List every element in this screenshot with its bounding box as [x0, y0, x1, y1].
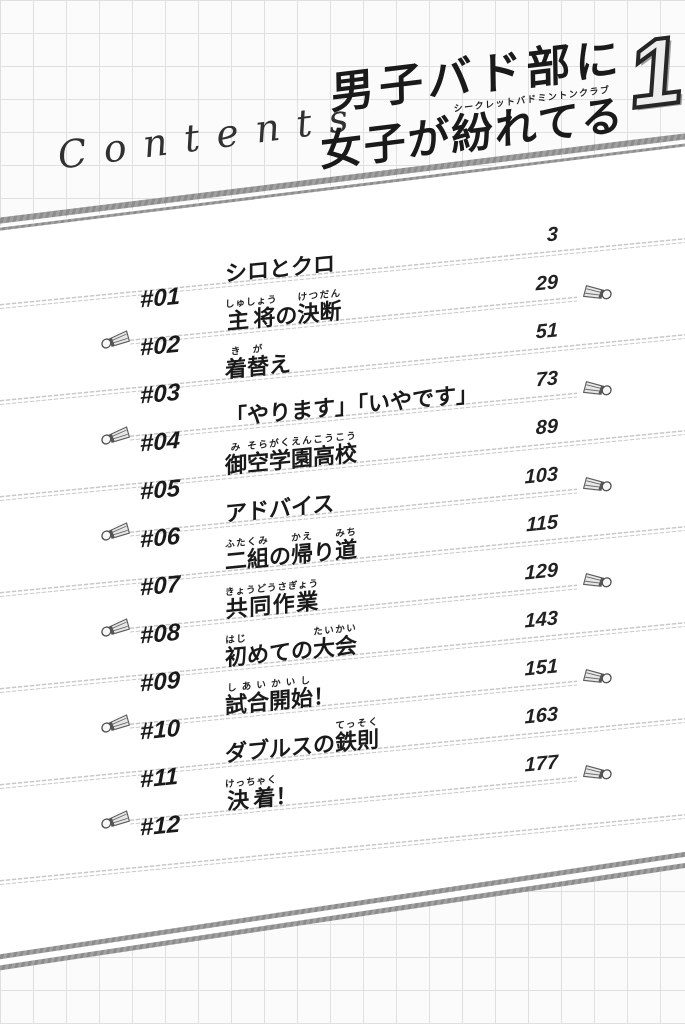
page-number: 129	[524, 559, 558, 585]
page-number: 143	[524, 607, 558, 633]
shuttlecock-right-icon	[582, 379, 614, 398]
chapter-number: #12	[140, 810, 181, 842]
toc-list: #01 シロとクロ 3 #02 主将しゅしょうの決断けつだん 29	[0, 163, 685, 885]
toc-entry: #08 共同作業きょうどうさぎょう 129	[0, 559, 685, 688]
chapter-number: #11	[140, 762, 179, 794]
page-number: 29	[535, 271, 558, 296]
shuttlecock-right-icon	[582, 283, 614, 302]
page-number: 115	[526, 511, 558, 537]
page-number: 163	[524, 703, 558, 729]
toc-entry: #06 アドバイス 103	[0, 463, 685, 592]
chapter-number: #01	[140, 282, 181, 314]
page-number: 103	[524, 463, 558, 489]
toc-entry: #12 決着けっちゃく！ 177	[0, 751, 685, 880]
shuttlecock-left-icon	[99, 712, 131, 737]
page-number: 151	[524, 655, 558, 681]
chapter-number: #10	[140, 714, 181, 746]
page-number: 3	[546, 223, 558, 247]
shuttlecock-right-icon	[582, 763, 614, 782]
toc-entry: #02 主将しゅしょうの決断けつだん 29	[0, 271, 685, 400]
chapter-number: #03	[140, 378, 181, 410]
shuttlecock-left-icon	[99, 808, 131, 833]
shuttlecock-left-icon	[99, 520, 131, 545]
volume-number: 1	[621, 15, 685, 131]
chapter-number: #05	[140, 474, 181, 506]
shuttlecock-left-icon	[99, 424, 131, 449]
shuttlecock-right-icon	[582, 667, 614, 686]
chapter-title: 着き替がえ	[225, 343, 292, 383]
chapter-title: シロとクロ	[225, 250, 336, 287]
page-number: 73	[535, 367, 558, 392]
chapter-number: #09	[140, 666, 181, 698]
page-number: 89	[535, 415, 558, 440]
chapter-number: #04	[140, 426, 181, 458]
chapter-number: #02	[140, 330, 181, 362]
chapter-number: #08	[140, 618, 181, 650]
chapter-title: 決着けっちゃく！	[225, 774, 298, 815]
page-number: 51	[535, 319, 558, 344]
toc-entry: #04 「やります」「いやです」 73	[0, 367, 685, 496]
shuttlecock-left-icon	[99, 616, 131, 641]
chapter-number: #07	[140, 570, 181, 602]
shuttlecock-right-icon	[582, 571, 614, 590]
shuttlecock-left-icon	[99, 328, 131, 353]
toc-entry: #10 試合しあい 開始かいし！ 151	[0, 655, 685, 784]
chapter-number: #06	[140, 522, 181, 554]
page-number: 177	[524, 751, 558, 777]
shuttlecock-right-icon	[582, 475, 614, 494]
